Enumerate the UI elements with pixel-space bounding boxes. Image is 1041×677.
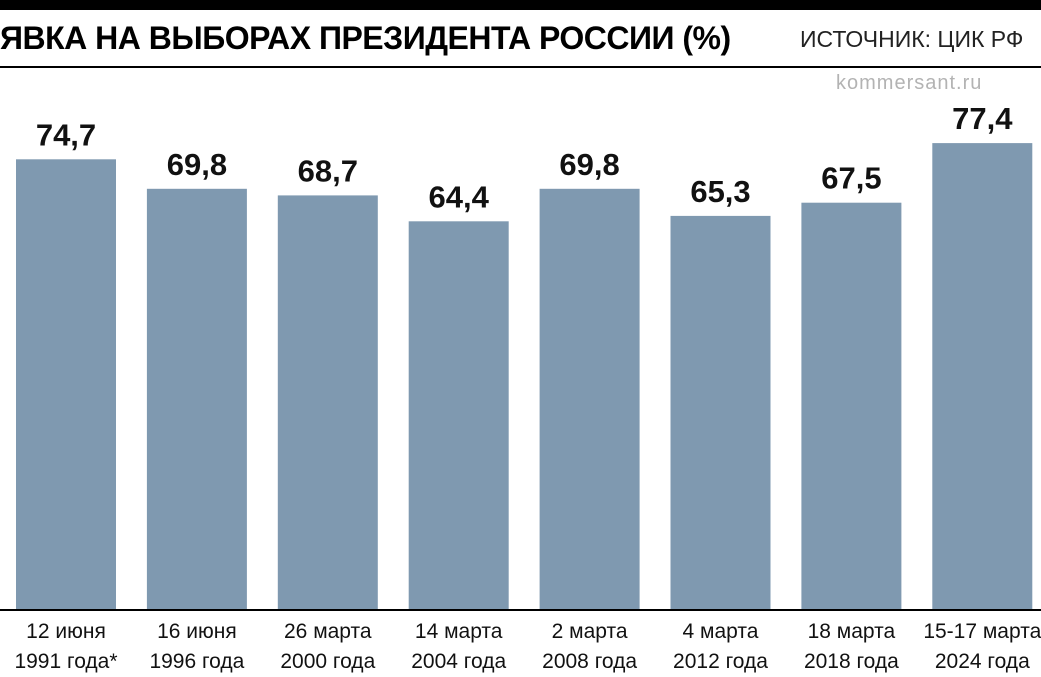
top-black-bar — [0, 0, 1041, 10]
bar-value-label-2: 68,7 — [298, 153, 358, 188]
x-tick-label-5-0: 4 марта — [683, 620, 759, 643]
bar-0 — [16, 159, 116, 610]
x-tick-label-4-0: 2 марта — [552, 620, 628, 643]
x-tick-label-7-0: 15-17 марта — [923, 620, 1041, 643]
bar-5 — [670, 215, 771, 609]
x-tick-label-4-1: 2008 года — [542, 650, 637, 673]
bar-value-label-4: 69,8 — [559, 147, 619, 182]
x-tick-label-6-1: 2018 года — [804, 650, 899, 673]
header-divider — [0, 66, 1041, 68]
bar-value-label-0: 74,7 — [36, 117, 96, 152]
x-tick-label-1-0: 16 июня — [157, 620, 237, 643]
x-tick-label-3-1: 2004 года — [411, 650, 506, 673]
bar-6 — [801, 202, 902, 609]
x-tick-label-6-0: 18 марта — [808, 620, 896, 643]
bar-2 — [277, 195, 378, 609]
bar-4 — [539, 188, 640, 610]
x-tick-label-5-1: 2012 года — [673, 650, 768, 673]
x-tick-label-7-1: 2024 года — [935, 650, 1030, 673]
x-tick-label-2-1: 2000 года — [280, 650, 375, 673]
bar-value-label-1: 69,8 — [167, 147, 227, 182]
x-tick-label-0-0: 12 июня — [26, 620, 106, 643]
bar-1 — [146, 188, 247, 610]
bar-value-label-6: 67,5 — [821, 161, 881, 196]
bar-7 — [932, 143, 1033, 609]
x-tick-label-0-1: 1991 года* — [14, 650, 117, 673]
source-label: ИСТОЧНИК: ЦИК РФ — [800, 26, 1024, 52]
chart-title: ЯВКА НА ВЫБОРАХ ПРЕЗИДЕНТА РОССИИ (%) — [0, 20, 731, 56]
bar-value-label-7: 77,4 — [952, 101, 1013, 136]
bar-3 — [408, 221, 509, 610]
bar-value-label-5: 65,3 — [690, 174, 750, 209]
x-tick-label-1-1: 1996 года — [149, 650, 244, 673]
x-tick-label-2-0: 26 марта — [284, 620, 372, 643]
watermark: kommersant.ru — [836, 72, 983, 94]
bar-value-label-3: 64,4 — [429, 179, 490, 214]
x-tick-label-3-0: 14 марта — [415, 620, 503, 643]
